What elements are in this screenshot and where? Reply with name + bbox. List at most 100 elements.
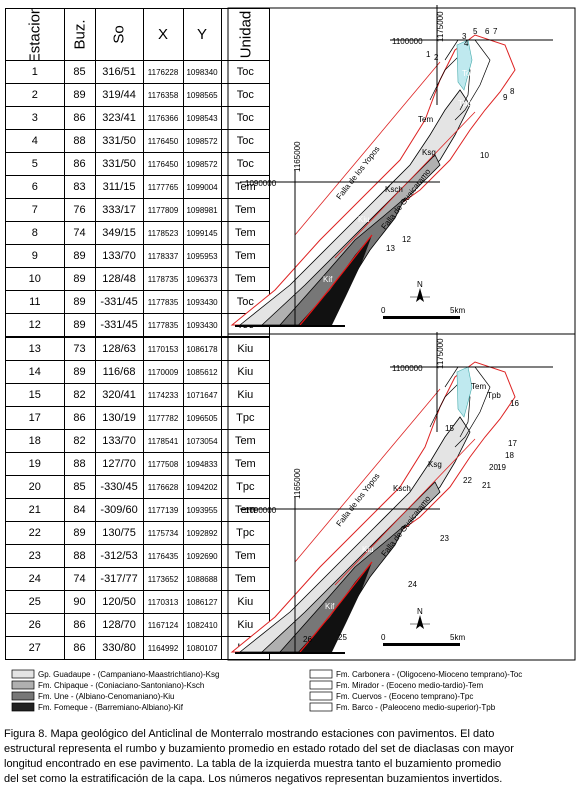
table-cell: 89 [63,267,96,291]
station-number: 3 [462,32,467,41]
table-cell: 90 [63,590,96,614]
table-cell: 1085612 [182,360,222,384]
legend-swatch [309,691,333,701]
table-row: 20 85 -330/45 1176628 1094202 Tpc [5,475,271,499]
table-cell: 11 [5,290,65,314]
table-cell: 1098543 [182,106,222,130]
scale-label: 0 [381,633,386,642]
table-cell: 128/70 [94,613,144,637]
table-cell: Tem [220,429,271,453]
table-cell: Tpc [220,521,271,545]
station-number: 2 [434,53,439,62]
table-row: 13 73 128/63 1170153 1086178 Kiu [5,336,271,361]
unit-label: Ksch [385,185,403,194]
table-cell: Tpc [220,406,271,430]
legend-label: Fm. Cuervos - (Eoceno temprano)-Tpc [336,692,473,701]
table-cell: 120/50 [94,590,144,614]
table-cell: Toc [220,83,271,107]
north-label: N [417,280,423,289]
table-cell: Tem [220,544,271,568]
table-row: 7 76 333/17 1177809 1098981 Tem [5,198,271,222]
station-number: 10 [480,151,489,160]
station-number: 6 [485,27,490,36]
table-cell: 27 [5,636,65,660]
table-cell: 1164992 [142,636,184,660]
unit-label: Tpb [458,99,472,108]
caption: Figura 8. Mapa geológico del Anticlinal … [4,727,514,787]
unit-label: Ksg [428,460,442,469]
table-cell: 19 [5,452,65,476]
station-number: 5 [473,27,478,36]
legend-swatch [11,680,35,690]
table-cell: 1 [5,60,65,84]
coord-label: 1175000 [436,11,445,42]
unit-label: Tpb [487,391,501,400]
table-cell: 89 [63,290,96,314]
table-cell: 128/48 [94,267,144,291]
scale-label: 5km [450,633,465,642]
table-cell: 133/70 [94,429,144,453]
table-row: 23 88 -312/53 1176435 1092690 Tem [5,544,271,568]
table-cell: Tem [220,244,271,268]
header-text: Y [197,26,208,43]
table-cell: Toc [220,106,271,130]
table-cell: 1178337 [142,244,184,268]
unit-label: Kif [325,602,335,611]
table-cell: 86 [63,152,96,176]
legend-swatch [11,691,35,701]
column-header: Estacion [5,8,65,61]
coord-label: 1090000 [245,179,277,188]
table-cell: 1093430 [182,290,222,314]
table-cell: 89 [63,521,96,545]
legend-label: Fm. Fomeque - (Barremiano-Albiano)-Kif [38,703,184,712]
table-cell: 1176450 [142,129,184,153]
table-cell: Tem [220,198,271,222]
table-cell: 330/80 [94,636,144,660]
column-header: So [94,8,144,61]
table-cell: 86 [63,636,96,660]
table-cell: 1098565 [182,83,222,107]
station-number: 16 [510,399,519,408]
unit-label: Kiu [362,545,374,554]
table-cell: Kiu [220,613,271,637]
table-cell: -317/77 [94,567,144,591]
coord-label: 1100000 [392,364,423,373]
table-cell: Tem [220,567,271,591]
station-number: 21 [482,481,491,490]
station-table: Estacion Buz. So X Y Unidad 1 85 316/51 1176228 10… [5,8,271,660]
table-cell: 1088688 [182,567,222,591]
table-cell: 1177809 [142,198,184,222]
table-cell: 133/70 [94,244,144,268]
table-cell: -330/45 [94,475,144,499]
table-cell: 331/50 [94,152,144,176]
station-number: 12 [402,235,411,244]
table-cell: 1082410 [182,613,222,637]
table-row: 5 86 331/50 1176450 1098572 Toc [5,152,271,176]
table-cell: 1092892 [182,521,222,545]
table-cell: 3 [5,106,65,130]
coord-label: 1165000 [293,141,302,172]
table-cell: 1176358 [142,83,184,107]
table-cell: 1176228 [142,60,184,84]
station-number: 9 [503,93,508,102]
table-cell: 128/63 [94,336,144,361]
table-row: 19 88 127/70 1177508 1094833 Tem [5,452,271,476]
table-row: 26 86 128/70 1167124 1082410 Kiu [5,613,271,637]
table-row: 22 89 130/75 1175734 1092892 Tpc [5,521,271,545]
legend-label: Gp. Guadaupe - (Campaniano-Maastrichtian… [38,670,219,679]
map-top-drawing [231,4,554,327]
station-number: 25 [338,633,347,642]
unit-label: Tem [471,382,486,391]
unit-label: Tem [418,115,433,124]
legend-swatch [309,669,333,679]
unit-label: Kiu [358,215,370,224]
station-number: 1 [426,50,431,59]
table-row: 25 90 120/50 1170313 1086127 Kiu [5,590,271,614]
table-cell: Toc [220,152,271,176]
table-cell: 1098572 [182,152,222,176]
table-row: 11 89 -331/45 1177835 1093430 Toc [5,290,271,314]
table-cell: 1177765 [142,175,184,199]
table-row: 1 85 316/51 1176228 1098340 Toc [5,60,271,84]
